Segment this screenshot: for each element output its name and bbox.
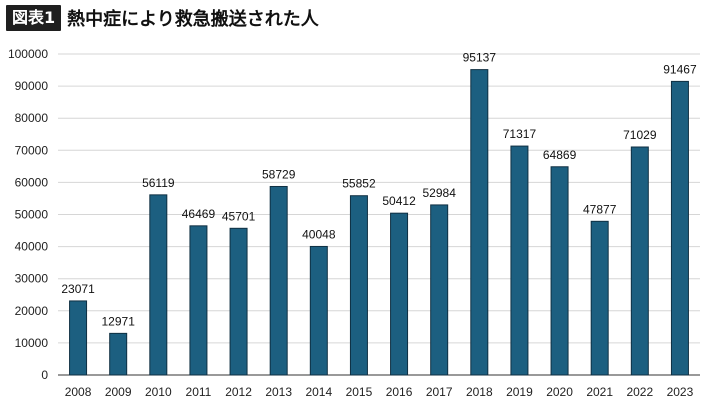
x-tick-label: 2012 xyxy=(225,385,252,399)
x-tick-label: 2010 xyxy=(145,385,172,399)
y-tick-label: 40000 xyxy=(15,240,49,254)
data-label-2014: 40048 xyxy=(302,227,336,241)
data-label-2015: 55852 xyxy=(342,177,376,191)
data-label-2010: 56119 xyxy=(142,176,175,190)
x-tick-label: 2008 xyxy=(65,385,92,399)
data-label-2020: 64869 xyxy=(543,148,577,162)
data-label-2022: 71029 xyxy=(623,128,657,142)
data-labels: 23071 12971 56119 46469 45701 58729 40048 55852… xyxy=(61,51,697,329)
y-tick-label: 60000 xyxy=(15,175,49,189)
data-label-2009: 12971 xyxy=(102,314,136,328)
bar-2014 xyxy=(309,245,328,376)
y-tick-label: 30000 xyxy=(15,272,49,286)
x-tick-label: 2016 xyxy=(386,385,413,399)
data-label-2012: 45701 xyxy=(222,209,256,223)
bar-2016 xyxy=(390,212,409,376)
y-tick-label: 0 xyxy=(41,368,48,382)
x-tick-label: 2021 xyxy=(586,385,613,399)
chart-header: 図表1 熱中症により救急搬送された人 xyxy=(6,5,319,31)
x-tick-label: 2019 xyxy=(506,385,533,399)
bar-2015 xyxy=(349,195,368,376)
bar-2017 xyxy=(430,204,449,376)
data-label-2017: 52984 xyxy=(423,186,457,200)
x-tick-label: 2020 xyxy=(546,385,573,399)
bar-2021 xyxy=(590,220,609,376)
data-label-2013: 58729 xyxy=(262,167,296,181)
data-label-2021: 47877 xyxy=(583,202,617,216)
data-label-2011: 46469 xyxy=(182,207,216,221)
y-tick-label: 50000 xyxy=(15,208,49,222)
chart-title: 熱中症により救急搬送された人 xyxy=(67,9,319,30)
x-tick-label: 2013 xyxy=(265,385,292,399)
bar-2012 xyxy=(229,227,248,376)
x-tick-label: 2009 xyxy=(105,385,132,399)
y-tick-label: 80000 xyxy=(15,111,49,125)
x-tick-label: 2018 xyxy=(466,385,493,399)
figure-badge: 図表1 xyxy=(6,5,62,31)
bars xyxy=(69,69,689,376)
bar-2009 xyxy=(109,332,128,376)
x-tick-label: 2011 xyxy=(186,385,212,399)
data-label-2018: 95137 xyxy=(463,51,497,65)
bar-2022 xyxy=(630,146,649,376)
y-axis-ticks: 0 10000 20000 30000 40000 50000 60000 70000 8000… xyxy=(8,47,48,382)
bar-2019 xyxy=(510,145,529,376)
y-tick-label: 90000 xyxy=(15,79,49,93)
bar-2010 xyxy=(149,194,168,376)
data-label-2008: 23071 xyxy=(61,282,95,296)
x-tick-label: 2015 xyxy=(346,385,373,399)
bar-2011 xyxy=(189,225,208,376)
y-tick-label: 20000 xyxy=(15,304,49,318)
x-axis-ticks: 2008 2009 2010 2011 2012 2013 2014 2015 2016 2017… xyxy=(65,385,694,399)
bar-2018 xyxy=(470,69,489,376)
x-tick-label: 2014 xyxy=(305,385,332,399)
x-tick-label: 2023 xyxy=(667,385,694,399)
x-tick-label: 2017 xyxy=(426,385,453,399)
x-tick-label: 2022 xyxy=(626,385,653,399)
bar-2008 xyxy=(69,300,88,376)
y-tick-label: 100000 xyxy=(8,47,48,61)
y-tick-label: 10000 xyxy=(15,336,49,350)
data-label-2016: 50412 xyxy=(382,194,416,208)
data-label-2019: 71317 xyxy=(503,127,537,141)
bar-2023 xyxy=(670,80,689,376)
data-label-2023: 91467 xyxy=(663,62,697,76)
bar-2013 xyxy=(269,185,288,376)
y-tick-label: 70000 xyxy=(15,143,49,157)
bar-2020 xyxy=(550,166,569,376)
